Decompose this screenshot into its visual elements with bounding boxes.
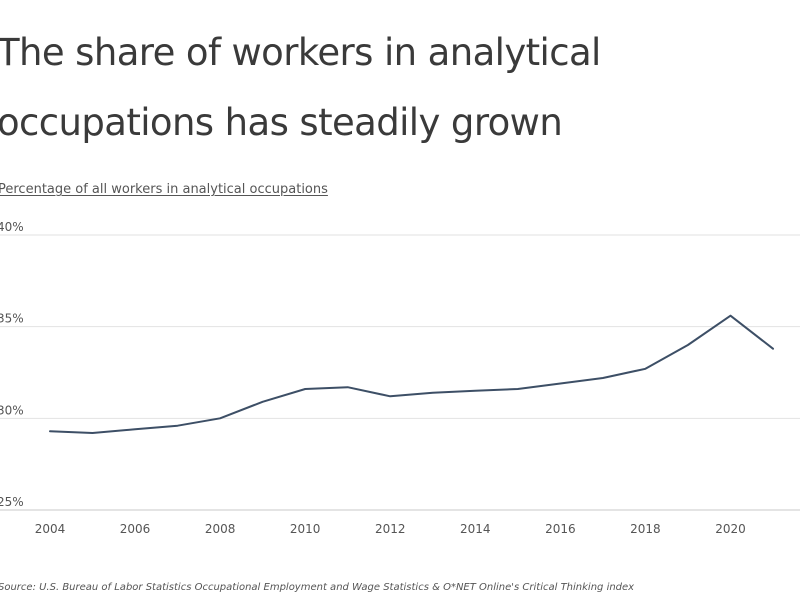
chart-source: Source: U.S. Bureau of Labor Statistics … xyxy=(0,582,635,593)
y-tick-label: 35% xyxy=(0,312,24,326)
y-grid xyxy=(0,234,800,511)
x-tick-label: 2016 xyxy=(545,522,576,536)
x-tick-labels: 2004 2006 2008 2010 2012 2014 2016 2018 2020 xyxy=(35,522,746,536)
series-group xyxy=(47,313,776,436)
x-tick-label: 2004 xyxy=(35,522,66,536)
data-point xyxy=(642,366,648,372)
data-point xyxy=(685,342,691,348)
x-tick-label: 2012 xyxy=(375,522,406,536)
x-tick-label: 2018 xyxy=(630,522,661,536)
data-point xyxy=(90,430,96,436)
data-point xyxy=(770,346,776,352)
x-tick-label: 2008 xyxy=(205,522,236,536)
data-point xyxy=(132,426,138,432)
data-point xyxy=(600,375,606,381)
data-point xyxy=(515,386,521,392)
y-tick-label: 25% xyxy=(0,495,24,509)
y-tick-labels: 25% 30% 35% 40% xyxy=(0,220,24,509)
x-tick-label: 2020 xyxy=(715,522,746,536)
x-tick-label: 2006 xyxy=(120,522,151,536)
chart-subtitle: Percentage of all workers in analytical … xyxy=(0,182,328,197)
data-point xyxy=(430,390,436,396)
data-point xyxy=(727,313,733,319)
data-point xyxy=(557,381,563,387)
data-point xyxy=(175,423,181,429)
series-line xyxy=(49,314,774,434)
data-point xyxy=(302,386,308,392)
data-point xyxy=(260,399,266,405)
data-point xyxy=(387,393,393,399)
data-point xyxy=(47,428,53,434)
y-tick-label: 30% xyxy=(0,403,24,417)
x-tick-label: 2010 xyxy=(290,522,321,536)
y-tick-label: 40% xyxy=(0,220,24,234)
data-point xyxy=(217,415,223,421)
chart-title: The share of workers in analytical occup… xyxy=(0,31,601,144)
x-tick-label: 2014 xyxy=(460,522,491,536)
data-point xyxy=(472,388,478,394)
data-point xyxy=(345,384,351,390)
